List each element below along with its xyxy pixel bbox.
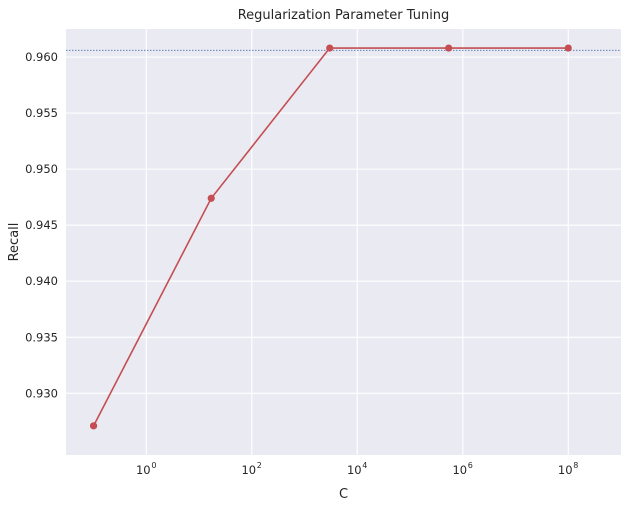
y-tick-label: 0.950 xyxy=(25,162,58,176)
y-tick-label: 0.935 xyxy=(25,330,58,344)
y-axis-label: Recall xyxy=(7,223,22,262)
x-tick-label: 10 xyxy=(241,463,256,477)
x-tick-label: 10 xyxy=(558,463,573,477)
y-tick-labels: 0.930 0.935 0.940 0.945 0.950 0.955 0.960 xyxy=(25,50,58,400)
data-point xyxy=(326,44,334,52)
y-tick-label: 0.960 xyxy=(25,50,58,64)
data-point xyxy=(564,44,572,52)
chart-title: Regularization Parameter Tuning xyxy=(238,8,450,23)
y-tick-label: 0.955 xyxy=(25,106,58,120)
x-tick-label: 10 xyxy=(136,463,151,477)
y-tick-label: 0.930 xyxy=(25,386,58,400)
y-tick-label: 0.940 xyxy=(25,274,58,288)
x-tick-exponent: 0 xyxy=(151,461,156,470)
x-tick-exponent: 4 xyxy=(362,461,367,470)
x-tick-exponent: 6 xyxy=(468,461,473,470)
x-tick-label: 10 xyxy=(347,463,362,477)
x-tick-exponent: 8 xyxy=(573,461,578,470)
grid xyxy=(66,29,621,455)
x-tick-labels: 10 0 10 2 10 4 10 6 10 8 xyxy=(136,461,578,477)
series-group xyxy=(89,44,572,430)
x-axis-label: C xyxy=(339,487,348,502)
data-point xyxy=(207,194,215,202)
x-tick-exponent: 2 xyxy=(257,461,262,470)
data-point xyxy=(445,44,453,52)
data-point xyxy=(89,422,98,430)
y-tick-label: 0.945 xyxy=(25,218,58,232)
plot-area xyxy=(66,29,621,455)
x-tick-label: 10 xyxy=(452,463,467,477)
